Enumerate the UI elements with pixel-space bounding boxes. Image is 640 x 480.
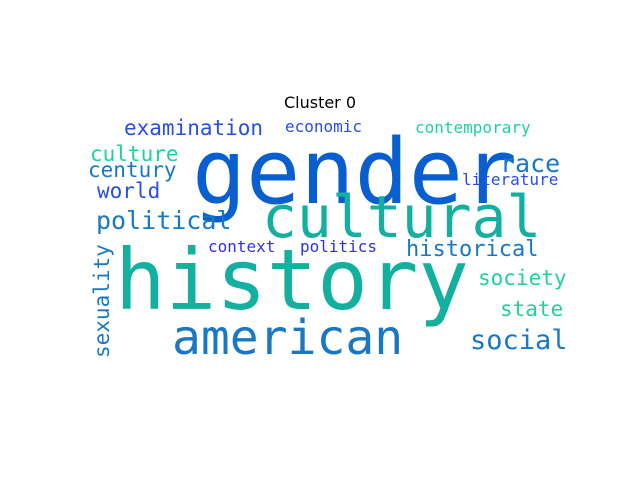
word-race: race: [500, 149, 561, 178]
word-historical: historical: [406, 237, 539, 262]
word-century: century: [88, 158, 177, 182]
word-literature: literature: [462, 170, 559, 189]
figure-title: Cluster 0: [283, 93, 357, 112]
word-social: social: [470, 325, 568, 356]
word-examination: examination: [124, 116, 264, 140]
word-american: american: [172, 310, 404, 366]
word-history: history: [115, 231, 470, 329]
word-politics: politics: [300, 237, 378, 256]
word-cultural: cultural: [262, 183, 542, 251]
word-world: world: [97, 179, 161, 203]
word-culture: culture: [90, 142, 179, 166]
word-political: political: [96, 206, 232, 235]
word-gender: gender: [192, 120, 518, 225]
word-state: state: [500, 297, 564, 321]
word-sexuality: sexuality: [90, 244, 114, 358]
word-economic: economic: [285, 117, 363, 136]
word-society: society: [478, 266, 567, 290]
word-context: context: [208, 237, 276, 256]
word-contemporary: contemporary: [415, 118, 531, 137]
